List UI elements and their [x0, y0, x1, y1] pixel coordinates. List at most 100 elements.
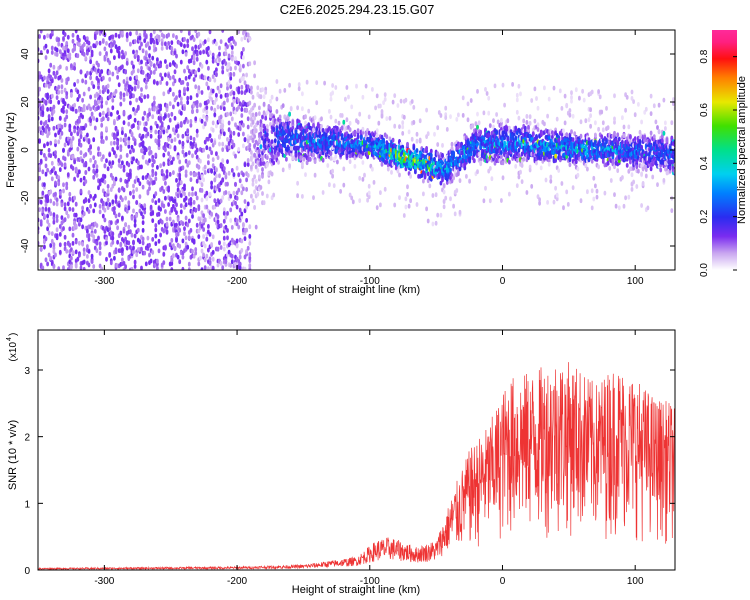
spectrogram-cell — [527, 124, 530, 130]
spectrogram-cell — [253, 73, 256, 79]
spectrogram-cell — [135, 200, 139, 205]
spectrogram-cell — [243, 199, 247, 204]
spectrogram-cell — [170, 40, 174, 45]
spectrogram-cell — [514, 164, 518, 169]
spectrogram-cell — [71, 32, 75, 38]
spectrogram-cell — [342, 166, 346, 172]
spectrogram-cell — [253, 152, 256, 158]
spectrogram-cell — [95, 117, 99, 123]
spectrogram-cell — [253, 174, 256, 180]
spectrogram-cell — [79, 69, 83, 75]
spectrogram-cell — [152, 79, 156, 85]
spectrogram-cell — [218, 51, 221, 57]
spectrogram-cell — [133, 218, 137, 224]
spectrogram-cell — [82, 247, 86, 253]
spectrogram-cell — [194, 116, 198, 122]
spectrogram-cell — [189, 171, 193, 176]
spectrogram-cell — [466, 117, 470, 123]
spectrogram-cell — [39, 120, 43, 126]
spectrogram-cell — [148, 53, 151, 59]
spectrogram-cell — [186, 38, 190, 44]
spectrogram-cell — [167, 113, 171, 118]
spectrogram-cell — [160, 41, 164, 47]
spectrogram-cell — [531, 131, 535, 137]
spectrogram-cell — [47, 222, 51, 228]
spectrogram-cell — [355, 83, 358, 89]
spectrogram-cell — [47, 117, 51, 123]
spectrogram-cell — [245, 107, 249, 113]
spectrogram-cell — [525, 120, 529, 125]
spectrogram-cell — [184, 235, 188, 241]
spectrogram-cell — [515, 183, 519, 189]
spectrogram-cell — [192, 37, 196, 42]
spectrogram-cell — [248, 263, 252, 268]
spectrogram-cell — [215, 67, 218, 73]
spectrogram-cell — [66, 48, 70, 54]
spectrogram-cell — [207, 247, 210, 253]
spectrogram-cell — [219, 198, 223, 204]
spectrogram-cell — [151, 237, 155, 242]
spectrogram-cell — [184, 158, 188, 164]
spectrogram-cell — [84, 123, 88, 128]
spectrogram-cell — [63, 202, 67, 208]
spectrogram-cell — [132, 107, 135, 112]
spectrogram-cell — [331, 90, 334, 96]
spectrogram-cell — [234, 56, 237, 61]
spectrogram-cell — [305, 79, 309, 85]
spectrogram-cell — [203, 75, 207, 81]
spectrogram-cell — [119, 94, 123, 100]
spectrogram-cell — [98, 40, 102, 46]
spectrogram-cell — [230, 102, 234, 108]
spectrogram-cell — [130, 215, 134, 221]
spectrogram-cell — [523, 125, 527, 131]
spectrogram-cell — [144, 147, 148, 153]
spectrogram-cell — [248, 252, 252, 257]
spectrogram-cell — [234, 153, 237, 159]
spectrogram-cell — [46, 107, 49, 112]
spectrogram-cell — [250, 193, 253, 199]
spectrogram-cell — [205, 109, 209, 115]
spectrogram-cell — [270, 171, 274, 177]
spectrogram-cell — [380, 162, 384, 167]
spectrogram-cell — [258, 105, 261, 111]
spectrogram-cell — [149, 133, 153, 139]
spectrogram-cell — [87, 40, 91, 46]
spectrogram-cell — [162, 34, 166, 39]
spectrogram-cell — [259, 126, 263, 132]
spectrogram-cell — [58, 232, 62, 237]
spectrogram-cell — [165, 216, 169, 222]
spectrogram-cell — [275, 79, 279, 84]
spectrogram-cell — [170, 160, 174, 165]
spectrogram-cell — [227, 170, 231, 176]
spectrogram-cell — [124, 69, 127, 75]
spectrogram-cell — [47, 126, 51, 132]
spectrogram-cell — [186, 81, 190, 87]
spectrogram-cell — [144, 34, 148, 40]
spectrogram-cell — [181, 238, 185, 244]
spectrogram-cell — [404, 196, 408, 202]
spectrogram-cell — [536, 105, 540, 111]
spectrogram-cell — [194, 84, 198, 90]
spectrogram-cell — [151, 55, 155, 61]
spectrogram-cell — [105, 158, 108, 164]
spectrogram-cell — [111, 235, 115, 241]
spectrogram-cell — [39, 30, 43, 34]
spectrogram-cell — [401, 131, 405, 136]
spectrogram-cell — [243, 266, 247, 270]
spectrogram-cell — [136, 177, 140, 183]
spectrogram-cell — [248, 224, 252, 230]
spectrogram-cell — [101, 75, 105, 81]
spectrogram-cell — [203, 257, 207, 263]
spectrogram-cell — [157, 198, 161, 203]
spectrogram-cell — [240, 211, 244, 217]
spectrogram-cell — [251, 112, 255, 118]
spectrogram-cell — [216, 85, 220, 91]
spectrogram-cell — [84, 170, 88, 175]
spectrogram-cell — [62, 36, 65, 41]
spectrogram-cell — [401, 120, 405, 126]
spectrogram-cell — [213, 100, 217, 105]
spectrogram-cell — [301, 106, 304, 112]
spectrogram-cell — [288, 131, 291, 137]
spectrogram-cell — [200, 174, 204, 180]
spectrogram-cell — [106, 116, 110, 122]
